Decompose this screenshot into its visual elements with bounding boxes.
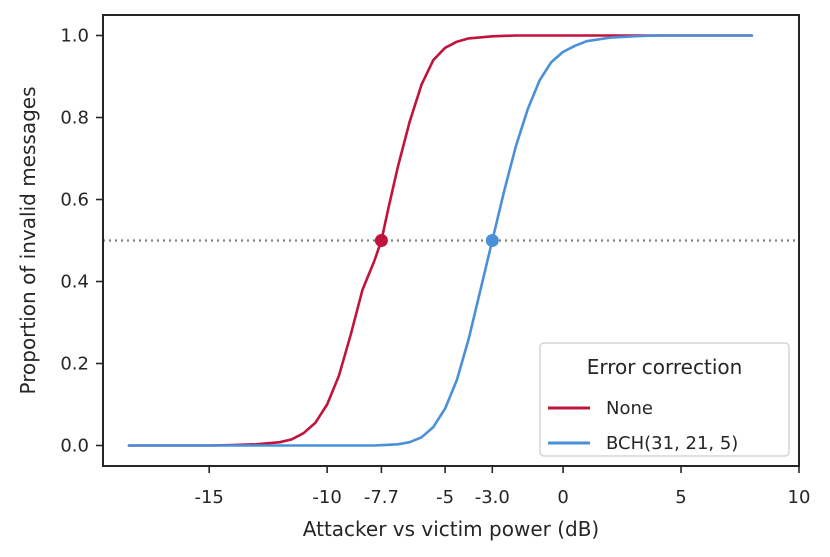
y-axis-title: Proportion of invalid messages — [16, 87, 40, 395]
midpoint-marker-bch-31-21-5 — [485, 234, 499, 247]
x-axis-ticks: -15 -10 -7.7 -5 -3.0 0 5 10 — [194, 466, 810, 508]
series-line-none — [127, 34, 754, 447]
x-tick-label: -5 — [436, 487, 454, 508]
plot-frame — [102, 14, 800, 467]
legend-box — [539, 342, 790, 457]
x-axis-title: Attacker vs victim power (dB) — [303, 517, 599, 541]
series-layer — [127, 34, 754, 447]
y-tick-label: 0.4 — [60, 272, 89, 293]
legend-title: Error correction — [587, 355, 743, 379]
y-tick-label: 1.0 — [60, 26, 89, 47]
y-tick-label: 0.8 — [60, 108, 89, 129]
legend-label-none: None — [606, 398, 653, 419]
x-tick-label: 10 — [788, 487, 811, 508]
y-tick-label: 0.2 — [60, 354, 89, 375]
marker-layer — [374, 234, 499, 247]
y-tick-label: 0.6 — [60, 190, 89, 211]
y-axis-ticks: 0.0 0.2 0.4 0.6 0.8 1.0 — [60, 26, 103, 457]
x-tick-label: -7.7 — [364, 487, 399, 508]
legend-label-bch: BCH(31, 21, 5) — [606, 433, 738, 454]
x-tick-label: 5 — [675, 487, 686, 508]
x-tick-label: -3.0 — [475, 487, 510, 508]
x-tick-label: -10 — [312, 487, 341, 508]
series-line-bch-31-21-5 — [127, 34, 754, 447]
legend: Error correction None BCH(31, 21, 5) — [539, 342, 790, 457]
midpoint-marker-none — [374, 234, 388, 247]
y-tick-label: 0.0 — [60, 436, 89, 457]
x-tick-label: -15 — [194, 487, 223, 508]
x-tick-label: 0 — [557, 487, 568, 508]
